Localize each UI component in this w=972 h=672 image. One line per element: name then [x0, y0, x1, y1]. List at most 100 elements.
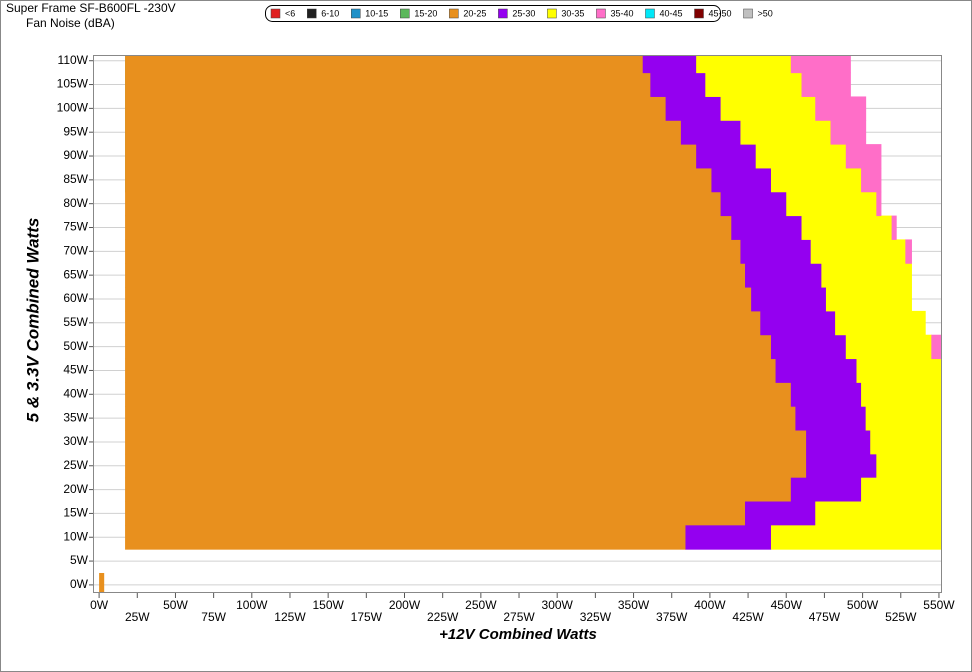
x-tick-label: 475W [809, 610, 841, 624]
region-cell [125, 96, 667, 121]
legend-label: 25-30 [512, 8, 535, 18]
region-cell [790, 382, 862, 407]
region-cell [642, 55, 697, 74]
x-tick-label: 50W [163, 598, 188, 612]
x-tick-label: 225W [427, 610, 459, 624]
legend-swatch [449, 8, 459, 19]
y-tick-label: 60W [63, 291, 88, 305]
legend-label: 15-20 [414, 8, 437, 18]
region-cell [745, 263, 822, 288]
region-cell [125, 358, 777, 383]
y-tick-label: 70W [63, 244, 88, 258]
legend-label: 45-50 [709, 8, 732, 18]
legend-items: <6 6-10 10-15 15-20 20-25 25-30 30-35 35-40 40-4… [270, 8, 773, 19]
region-cell [861, 167, 882, 193]
legend-swatch [351, 8, 361, 19]
region-cell [931, 334, 941, 360]
region-cell [775, 358, 857, 383]
region-cell [801, 215, 893, 240]
region-cell [720, 191, 787, 217]
region-cell [801, 72, 851, 97]
region-cell [125, 191, 722, 217]
y-tick-label: 40W [63, 386, 88, 400]
x-tick-label: 0W [90, 598, 109, 612]
legend-label: 30-35 [561, 8, 584, 18]
region-cell [806, 453, 877, 479]
x-tick-label: 25W [125, 610, 150, 624]
region-cell [905, 239, 912, 264]
region-cell [770, 334, 847, 360]
region-cell [125, 310, 761, 336]
x-tick-label: 175W [351, 610, 383, 624]
legend-label: 20-25 [463, 8, 486, 18]
y-tick-label: 90W [63, 148, 88, 162]
y-tick-label: 75W [63, 220, 88, 234]
region-cell [125, 430, 807, 455]
region-cell [876, 453, 941, 479]
y-tick-label: 35W [63, 410, 88, 424]
region-cell [806, 430, 871, 455]
legend-label: 40-45 [659, 8, 682, 18]
region-cell [125, 239, 741, 264]
region-cell [125, 144, 697, 169]
region-cell [821, 263, 912, 288]
y-tick-label: 5W [70, 553, 89, 567]
legend [265, 5, 721, 22]
region-cell [861, 477, 941, 503]
region-cell [125, 167, 712, 193]
x-tick-label: 200W [389, 598, 421, 612]
legend-swatch [645, 8, 655, 19]
region-cell [125, 263, 746, 288]
legend-swatch [694, 8, 704, 19]
region-cell [99, 572, 105, 593]
region-cell [891, 215, 897, 240]
region-cell [740, 120, 832, 145]
region-cell [125, 72, 651, 97]
x-tick-label: 500W [847, 598, 879, 612]
region-cell [830, 120, 867, 145]
x-tick-label: 250W [465, 598, 497, 612]
region-cell [755, 144, 847, 169]
region-cell [731, 215, 803, 240]
legend-swatch [596, 8, 606, 19]
region-cell [876, 191, 882, 217]
legend-swatch [307, 8, 317, 19]
region-cell [870, 430, 941, 455]
plot [93, 55, 942, 593]
region-cell [125, 120, 682, 145]
region-cell [685, 525, 772, 550]
y-tick-label: 0W [70, 577, 89, 591]
region-cell [760, 310, 836, 336]
y-axis-label: 5 & 3.3V Combined Watts [23, 218, 42, 423]
region-cell [786, 191, 877, 217]
x-tick-label: 550W [923, 598, 955, 612]
region-cell [795, 406, 867, 431]
chart-title: Super Frame SF-B600FL -230V [6, 1, 176, 15]
region-cell [845, 334, 932, 360]
legend-swatch [547, 8, 557, 19]
legend-label: 6-10 [321, 8, 339, 18]
region-cell [815, 501, 941, 526]
region-cell [861, 382, 941, 407]
region-cell [125, 287, 752, 312]
region-cell [825, 287, 912, 312]
y-tick-label: 45W [63, 363, 88, 377]
region-cell [696, 144, 757, 169]
x-tick-label: 425W [732, 610, 764, 624]
x-tick-label: 100W [236, 598, 268, 612]
legend-swatch [743, 8, 753, 19]
x-tick-label: 450W [771, 598, 803, 612]
legend-swatch [270, 8, 281, 19]
y-tick-label: 65W [63, 267, 88, 281]
region-cell [125, 334, 772, 360]
x-tick-label: 275W [503, 610, 535, 624]
region-cell [740, 239, 812, 264]
x-axis-label: +12V Combined Watts [439, 626, 597, 643]
region-cell [696, 55, 792, 74]
region-cell [845, 144, 882, 169]
legend-label: >50 [758, 8, 773, 18]
y-tick-label: 30W [63, 434, 88, 448]
x-tick-label: 525W [885, 610, 917, 624]
x-tick-label: 375W [656, 610, 688, 624]
